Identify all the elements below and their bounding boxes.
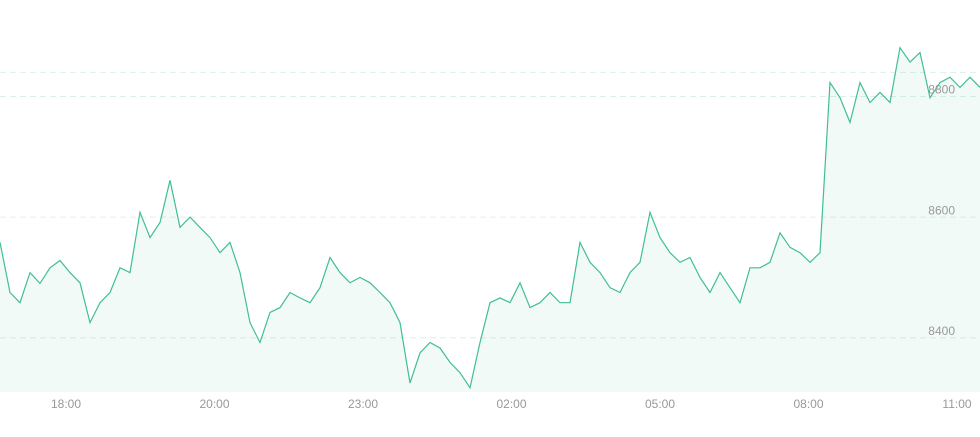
x-tick-label: 02:00	[496, 397, 526, 411]
x-tick-label: 23:00	[348, 397, 378, 411]
x-tick-label: 11:00	[942, 397, 971, 411]
y-tick-label: 8600	[928, 203, 955, 217]
x-tick-label: 18:00	[51, 397, 81, 411]
y-tick-label: 8400	[928, 324, 955, 338]
x-tick-label: 20:00	[199, 397, 229, 411]
area-fill	[0, 47, 980, 392]
x-tick-label: 08:00	[793, 397, 823, 411]
y-tick-label: 8800	[928, 83, 955, 97]
price-line-series	[0, 46, 980, 390]
x-tick-label: 05:00	[645, 397, 675, 411]
